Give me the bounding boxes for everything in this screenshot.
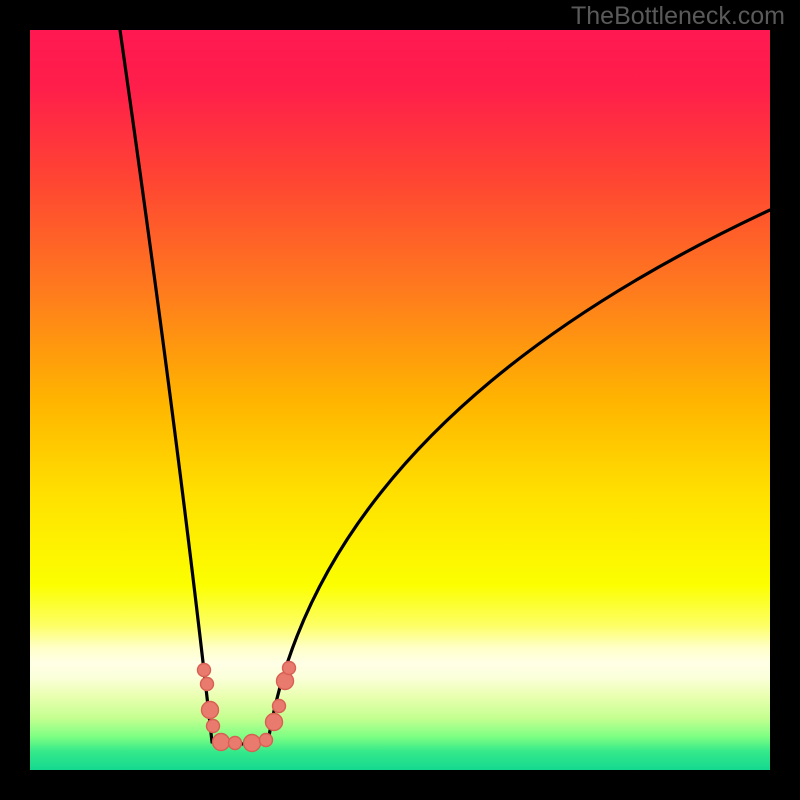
chart-frame xyxy=(30,30,770,770)
gradient-background xyxy=(30,30,770,770)
bottleneck-chart xyxy=(30,30,770,770)
data-marker xyxy=(229,737,242,750)
data-marker xyxy=(273,700,286,713)
data-marker xyxy=(201,678,214,691)
watermark-text: TheBottleneck.com xyxy=(571,2,785,31)
data-marker xyxy=(244,735,261,752)
data-marker xyxy=(277,673,294,690)
data-marker xyxy=(283,662,296,675)
data-marker xyxy=(198,664,211,677)
data-marker xyxy=(207,720,220,733)
data-marker xyxy=(260,734,273,747)
data-marker xyxy=(213,734,230,751)
data-marker xyxy=(266,714,283,731)
data-marker xyxy=(202,702,219,719)
